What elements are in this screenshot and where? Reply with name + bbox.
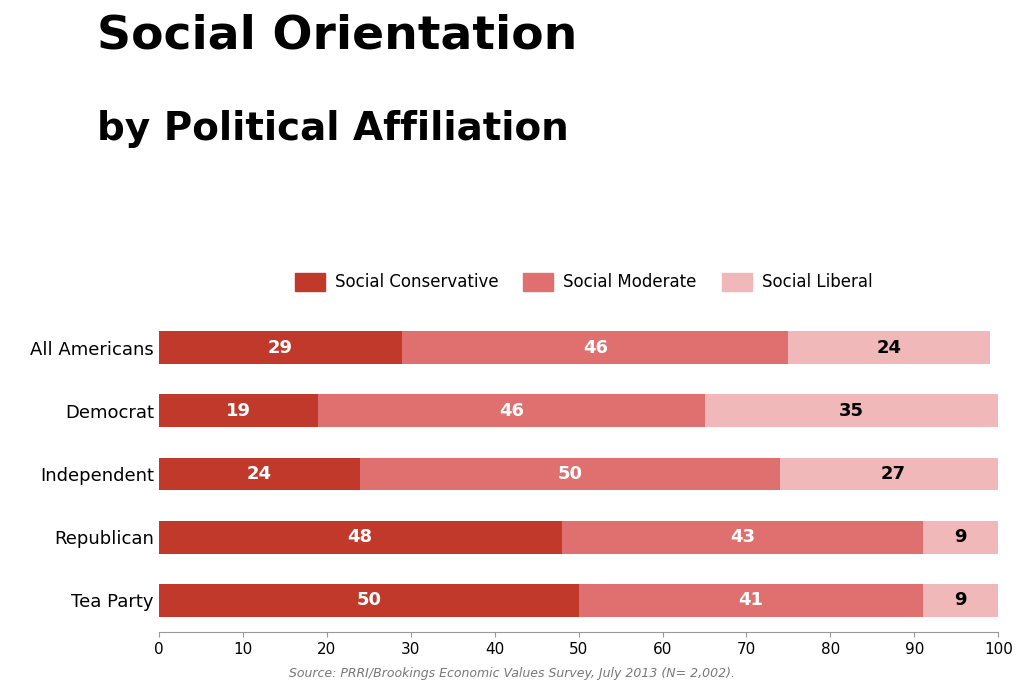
Text: 50: 50	[356, 592, 381, 609]
Bar	[360, 458, 780, 491]
Text: 43: 43	[730, 528, 755, 546]
Text: 50: 50	[558, 465, 583, 483]
Bar	[402, 331, 788, 364]
Text: 19: 19	[226, 402, 251, 420]
Bar	[159, 584, 579, 617]
Text: 27: 27	[881, 465, 906, 483]
Bar	[923, 584, 998, 617]
Text: 24: 24	[877, 339, 902, 357]
Text: 46: 46	[499, 402, 524, 420]
Text: Source: PRRI/Brookings Economic Values Survey, July 2013 (N= 2,002).: Source: PRRI/Brookings Economic Values S…	[289, 667, 735, 680]
Text: 35: 35	[839, 402, 864, 420]
Text: 46: 46	[583, 339, 608, 357]
Bar	[318, 394, 705, 427]
Text: 29: 29	[268, 339, 293, 357]
Text: 9: 9	[954, 592, 967, 609]
Text: 48: 48	[348, 528, 373, 546]
Text: Social Orientation: Social Orientation	[97, 14, 578, 59]
Bar	[562, 521, 923, 554]
Text: by Political Affiliation: by Political Affiliation	[97, 110, 569, 148]
Bar	[788, 331, 990, 364]
Bar	[159, 521, 562, 554]
Text: 9: 9	[954, 528, 967, 546]
Text: 41: 41	[738, 592, 763, 609]
Bar	[579, 584, 923, 617]
Bar	[159, 394, 318, 427]
Bar	[159, 331, 402, 364]
Bar	[705, 394, 998, 427]
Bar	[923, 521, 998, 554]
Bar	[159, 458, 360, 491]
Bar	[780, 458, 1007, 491]
Text: 24: 24	[247, 465, 272, 483]
Legend: Social Conservative, Social Moderate, Social Liberal: Social Conservative, Social Moderate, So…	[288, 266, 880, 298]
